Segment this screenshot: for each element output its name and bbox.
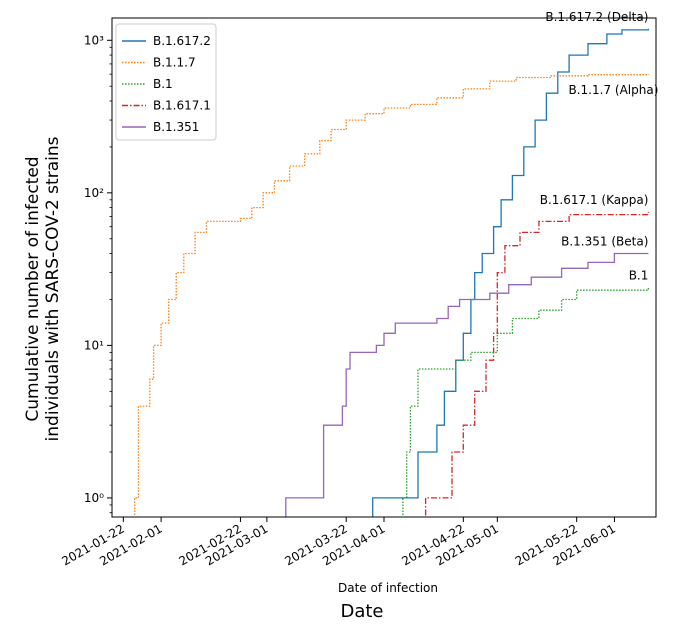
- legend-frame: [115, 23, 217, 141]
- series-line-B-1-351: [285, 252, 649, 517]
- y-axis-label: Cumulative number of infected individual…: [23, 136, 63, 441]
- legend-label: B.1.1.7: [153, 56, 196, 70]
- series-annotation: B.1.617.2 (Delta): [545, 10, 648, 24]
- legend: B.1.617.2 B.1.1.7 B.1 B.1.617.1 B.1.351: [115, 23, 217, 141]
- series-layer: [134, 28, 650, 517]
- series-annotation: B.1.351 (Beta): [561, 235, 648, 249]
- legend-label: B.1.617.1: [153, 99, 211, 113]
- x-axis-secondary-label: Date: [340, 601, 383, 622]
- series-annotation: B.1.617.1 (Kappa): [540, 193, 649, 207]
- legend-label: B.1.617.2: [153, 34, 211, 48]
- y-ticks: 10⁰ 10¹ 10² 10³: [84, 33, 112, 514]
- x-axis-label: Date of infection: [338, 581, 438, 595]
- series-line-B-1-1-7: [134, 74, 650, 517]
- y-tick-label: 10⁰: [84, 491, 104, 505]
- y-axis-label-line1: Cumulative number of infected: [23, 156, 43, 421]
- series-annotation: B.1: [629, 268, 649, 282]
- y-tick-label: 10²: [84, 186, 104, 200]
- series-line-B-1-617-2: [372, 28, 650, 517]
- legend-label: B.1: [153, 77, 173, 91]
- series-line-B-1: [402, 287, 650, 517]
- legend-label: B.1.351: [153, 120, 199, 134]
- annotations: B.1.617.2 (Delta) B.1.1.7 (Alpha) B.1 B.1.6…: [540, 10, 659, 283]
- y-axis-label-line2: individuals with SARS-COV-2 strains: [43, 136, 63, 441]
- series-annotation: B.1.1.7 (Alpha): [569, 83, 659, 97]
- y-tick-label: 10³: [84, 33, 104, 47]
- y-tick-label: 10¹: [84, 338, 104, 352]
